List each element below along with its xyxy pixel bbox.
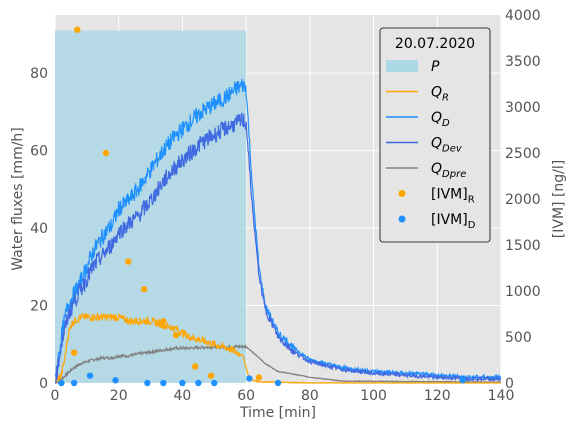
series-IVM_R-point [125, 258, 132, 265]
series-IVM_R-point [160, 318, 167, 325]
y-axis-label: Water fluxes [mm/h] [10, 127, 26, 271]
series-IVM_D-point [459, 377, 466, 384]
y-tick-label: 40 [30, 221, 48, 237]
legend-label-sub: R [468, 195, 475, 206]
series-IVM_D-point [195, 379, 202, 387]
series-IVM_R-point [172, 331, 180, 339]
x-axis-label: Time [min] [239, 405, 316, 421]
y-tick-label: 20 [30, 299, 48, 315]
legend-label-sub: R [442, 93, 449, 104]
legend-label-main: Q [431, 85, 442, 101]
y-tick-label: 60 [30, 144, 48, 160]
series-QDpre-line [54, 343, 502, 385]
legend-title: 20.07.2020 [395, 36, 475, 52]
series-QD-line [54, 79, 502, 381]
series-IVM_R-point [191, 363, 199, 370]
y2-tick-label: 4000 [505, 8, 541, 24]
legend-marker-P [386, 60, 418, 72]
legend-label-main: P [431, 59, 440, 75]
series-IVM_R-point [141, 285, 148, 293]
legend-box [379, 27, 491, 243]
legend-label-sub: D [442, 118, 450, 129]
legend-label-main: Q [431, 110, 442, 126]
tick-labels: 0 20 40 60 80 100 120 1400204060800500100015002… [30, 8, 540, 404]
series-IVM_D-point [58, 379, 65, 387]
legend-label: QDev [431, 136, 463, 155]
x-tick-label: 120 [424, 388, 451, 404]
x-tick-label: 40 [174, 388, 192, 404]
y2-tick-label: 2000 [505, 192, 541, 208]
legend-label: P [431, 59, 440, 75]
y2-tick-label: 500 [505, 330, 532, 346]
y2-tick-label: 1500 [505, 238, 541, 254]
legend-label: [IVM]D [431, 212, 476, 231]
y-tick-label: 0 [39, 376, 48, 392]
legend-label-main: [IVM] [431, 187, 468, 203]
series-layer [54, 26, 502, 387]
y-tick-label: 80 [30, 66, 48, 82]
series-IVM_D-point [160, 379, 167, 387]
x-tick-label: 60 [237, 388, 255, 404]
y2-axis-label: [IVM] [ng/l] [551, 160, 567, 238]
legend-marker-IVM_R [398, 190, 406, 197]
y2-tick-label: 3000 [505, 100, 541, 116]
y2-tick-label: 1000 [505, 284, 541, 300]
x-tick-label: 20 [110, 388, 128, 404]
series-IVM_D-point [70, 379, 78, 387]
y2-tick-label: 2500 [505, 146, 541, 162]
legend-label-main: [IVM] [431, 212, 468, 228]
series-IVM_D-point [86, 372, 94, 379]
legend-marker-IVM_D [398, 215, 406, 223]
series-IVM_R-point [74, 26, 81, 33]
legend-label: [IVM]R [431, 187, 475, 206]
x-tick-label: 140 [488, 388, 515, 404]
x-tick-label: 100 [360, 388, 387, 404]
series-P-area [55, 30, 247, 383]
series-IVM_D-point [246, 375, 253, 382]
series-IVM_D-point [179, 379, 186, 387]
x-tick-label: 0 [51, 388, 60, 404]
series-IVM_R-point [70, 349, 78, 356]
series-IVM_D-point [211, 379, 218, 387]
x-tick-label: 80 [301, 388, 319, 404]
series-IVM_R-point [207, 372, 215, 379]
y2-tick-label: 0 [505, 376, 514, 392]
y2-tick-label: 3500 [505, 54, 541, 70]
legend-label-sub: Dpre [442, 169, 466, 180]
series-IVM_D-point [274, 379, 282, 387]
legend-label: QR [431, 85, 449, 104]
legend-label: QD [431, 110, 450, 129]
legend-label-main: Q [431, 161, 442, 177]
series-IVM_D-point [144, 379, 151, 387]
series-IVM_D-point [112, 377, 119, 384]
legend-label: QDpre [431, 161, 466, 180]
series-IVM_R-point [255, 374, 263, 381]
legend-label-sub: Dev [442, 144, 463, 155]
series-IVM_R-point [102, 149, 110, 157]
legend-label-main: Q [431, 136, 442, 152]
series-QDev-line [55, 112, 502, 384]
legend-label-sub: D [468, 220, 476, 231]
